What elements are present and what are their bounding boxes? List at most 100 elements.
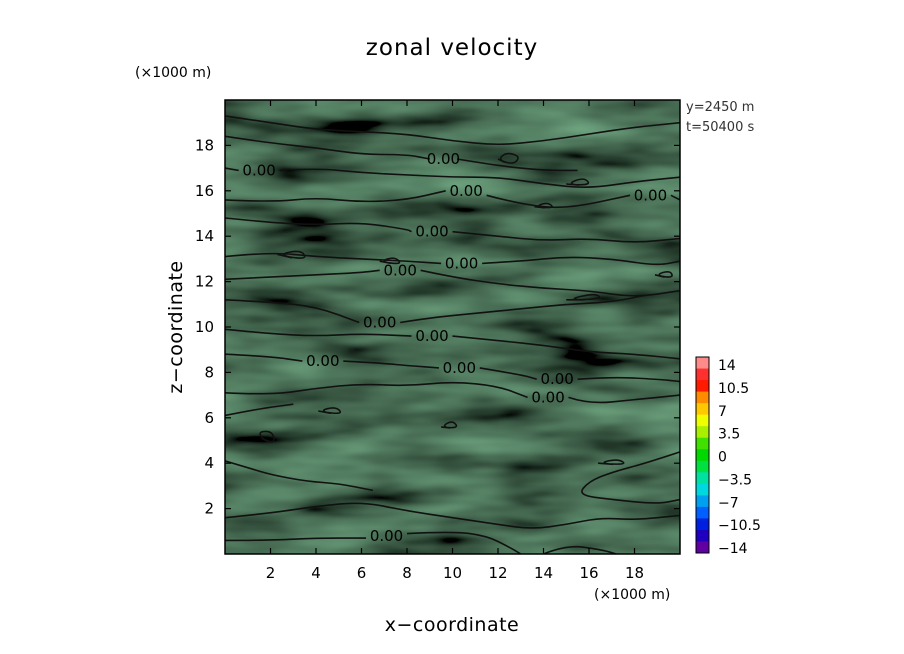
contour-label: 0.00 (363, 313, 396, 331)
colorbar-label: −3.5 (718, 472, 752, 488)
contour-label: 0.00 (415, 327, 448, 345)
contour-label: 0.00 (540, 370, 573, 388)
x-tick-label: 16 (579, 564, 598, 582)
contour-line (568, 394, 680, 404)
y-tick-label: 6 (204, 409, 214, 427)
colorbar-label: −7 (718, 495, 739, 511)
contour-line (225, 328, 412, 337)
y-tick-label: 18 (195, 136, 214, 154)
y-tick-label: 2 (204, 500, 214, 518)
colorbar-swatch (696, 380, 709, 392)
contour-loop (534, 202, 553, 209)
contour-loop (566, 293, 601, 301)
x-tick-label: 18 (625, 564, 644, 582)
contour-labels: 0.000.000.00 0.000.000.000.000.000.000.00… (242, 150, 667, 545)
contour-line (406, 531, 522, 554)
colorbar-swatch (696, 391, 709, 404)
contour-loop (259, 430, 275, 443)
contour-line (581, 451, 680, 504)
y-tick-label: 14 (195, 227, 214, 245)
contour-loop (277, 250, 306, 259)
colorbar: 14 10.5 7 3.5 0 −3.5 −7 −10.5 −14 (695, 356, 761, 557)
contour-line (577, 376, 680, 383)
contour-loop (654, 270, 673, 278)
colorbar-swatch (696, 368, 709, 381)
x-tick-label: 14 (534, 564, 553, 582)
contour-line (225, 299, 360, 324)
colorbar-swatch (696, 483, 709, 496)
y-axis-label: z−coordinate (165, 260, 187, 393)
contour-label: 0.00 (383, 261, 416, 279)
contour-loop (441, 421, 458, 429)
colorbar-swatch (696, 426, 709, 439)
colorbar-label: 10.5 (718, 381, 749, 397)
colorbar-label: −14 (718, 541, 748, 557)
contour-line (225, 269, 380, 281)
x-axis-label: x−coordinate (385, 614, 520, 636)
colorbar-swatch (696, 460, 709, 473)
colorbar-label: 3.5 (718, 427, 740, 443)
contour-loop (318, 407, 342, 415)
field-texture (225, 100, 680, 554)
contour-loop (566, 178, 590, 186)
contour-line (225, 217, 412, 233)
contour-loop (497, 152, 519, 164)
chart-title: zonal velocity (366, 35, 538, 61)
y-tick-label: 10 (195, 318, 214, 336)
contour-line (452, 335, 680, 360)
x-tick-label: 12 (488, 564, 507, 582)
contour-label: 0.00 (370, 527, 403, 545)
y-tick-label: 8 (204, 363, 214, 381)
colorbar-label: −10.5 (718, 518, 761, 534)
contour-label: 0.00 (306, 352, 339, 370)
contour-line (225, 190, 446, 203)
contour-line (479, 367, 537, 380)
contour-line (543, 545, 617, 554)
colorbar-swatch (696, 449, 709, 462)
colorbar-frame (695, 356, 710, 554)
colorbar-swatch (696, 529, 709, 542)
contour-line (225, 353, 303, 362)
annotation-time: t=50400 s (686, 120, 754, 135)
contour-line (400, 294, 647, 324)
colorbar-label: 14 (718, 358, 736, 374)
contour-line (420, 269, 680, 297)
colorbar-swatch (696, 506, 709, 519)
x-tick-label: 10 (443, 564, 462, 582)
contour-line (456, 158, 578, 172)
colorbar-swatch (696, 495, 709, 508)
contour-label: 0.00 (634, 186, 667, 204)
contour-line (670, 194, 680, 201)
contour-loop (598, 459, 625, 466)
x-tick-label: 6 (357, 564, 367, 582)
colorbar-swatch (696, 541, 709, 554)
contour-line (225, 403, 294, 417)
contour-line (343, 360, 439, 369)
y-tick-label: 12 (195, 273, 214, 291)
colorbar-swatch (696, 357, 709, 369)
contour-label: 0.00 (445, 254, 478, 272)
contour-line (452, 230, 680, 243)
colorbar-swatch (696, 403, 709, 416)
colorbar-swatch (696, 472, 709, 485)
colorbar-swatch (696, 414, 709, 427)
contour-line (225, 537, 367, 542)
contour-label: 0.00 (415, 223, 448, 241)
contour-label: 0.00 (427, 150, 460, 168)
contour-line (225, 460, 374, 492)
x-axis-ticks: 2 4 6 8 10 12 14 16 18 (266, 100, 644, 582)
colorbar-swatch (696, 518, 709, 531)
velocity-field (225, 100, 680, 554)
contour-line (486, 194, 631, 209)
contour-line (225, 252, 442, 265)
colorbar-label: 0 (718, 450, 727, 466)
contour-label: 0.00 (531, 388, 564, 406)
contour-line (225, 167, 239, 172)
y-tick-label: 16 (195, 182, 214, 200)
contour-line (225, 502, 680, 529)
y-axis-unit: (×1000 m) (135, 65, 211, 81)
colorbar-label: 7 (718, 404, 727, 420)
contour-line (225, 115, 680, 146)
contour-label: 0.00 (242, 161, 275, 179)
